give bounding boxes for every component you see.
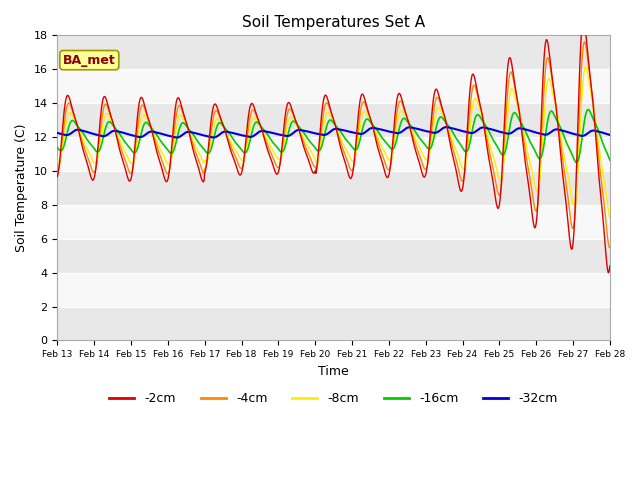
Bar xyxy=(58,36,610,69)
Bar xyxy=(58,137,610,171)
Bar xyxy=(58,307,610,340)
Bar xyxy=(58,69,610,103)
Bar xyxy=(58,205,610,239)
Bar xyxy=(58,103,610,137)
Bar xyxy=(58,273,610,307)
Title: Soil Temperatures Set A: Soil Temperatures Set A xyxy=(242,15,425,30)
Bar xyxy=(58,239,610,273)
Y-axis label: Soil Temperature (C): Soil Temperature (C) xyxy=(15,124,28,252)
Text: BA_met: BA_met xyxy=(63,54,116,67)
Bar xyxy=(58,171,610,205)
Legend: -2cm, -4cm, -8cm, -16cm, -32cm: -2cm, -4cm, -8cm, -16cm, -32cm xyxy=(104,387,563,410)
X-axis label: Time: Time xyxy=(318,365,349,378)
